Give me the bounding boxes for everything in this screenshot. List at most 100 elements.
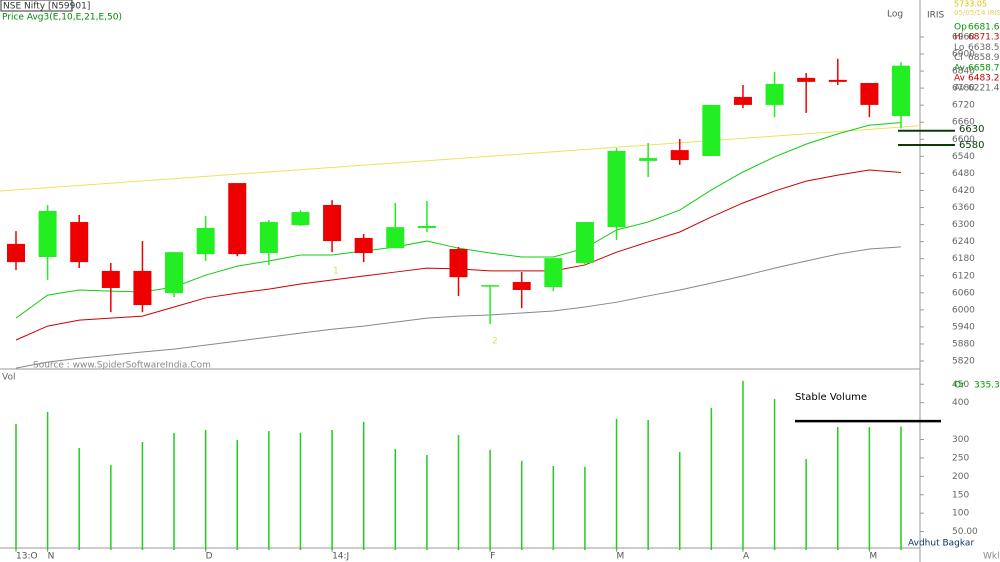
- y-tick-label: 6420: [952, 186, 975, 196]
- candle-body: [417, 226, 436, 228]
- symbol-box: [0, 0, 73, 12]
- y-tick-label: 5940: [952, 322, 975, 332]
- info-label: Cl: [954, 53, 963, 63]
- top-value: 05/05/14 IRIS: [954, 9, 1000, 17]
- candle-body: [7, 243, 25, 263]
- period: Wkl: [983, 552, 1000, 562]
- author: Avdhut Bagkar: [908, 539, 974, 549]
- info-label: Op: [954, 23, 967, 33]
- last-label: Or: [954, 381, 965, 391]
- y-tick-label: 6300: [952, 220, 975, 230]
- volume-bar: [362, 421, 365, 550]
- y-tick-label: 300: [952, 435, 969, 445]
- scale-label: Log: [887, 10, 903, 20]
- candle-body: [575, 222, 594, 263]
- volume-bar: [46, 411, 49, 550]
- y-tick-label: 6900: [952, 50, 975, 60]
- info-value: 6858.90: [968, 53, 1000, 63]
- candle-body: [733, 96, 752, 105]
- y-tick-label: 6540: [952, 152, 975, 162]
- x-tick-label: M: [869, 552, 877, 562]
- trendline: [0, 125, 921, 192]
- wave-label: 1: [333, 267, 339, 277]
- y-tick-label: 200: [952, 472, 969, 482]
- annotation: Stable Volume: [795, 392, 867, 403]
- volume-bar: [110, 464, 112, 550]
- y-tick-label: 5820: [952, 357, 975, 367]
- volume-bar: [647, 419, 649, 550]
- volume-bar: [394, 449, 397, 550]
- volume-bar: [268, 431, 270, 550]
- x-tick-label: 13:O: [16, 552, 38, 562]
- volume-bar: [331, 429, 333, 550]
- info-label: Av: [954, 84, 966, 94]
- candle-body: [828, 79, 847, 82]
- info-label: Hi: [954, 33, 963, 43]
- volume-bar: [773, 398, 776, 550]
- y-tick-label: 6360: [952, 203, 975, 213]
- candle-body: [860, 83, 879, 105]
- y-tick-label: 250: [952, 453, 969, 463]
- symbol: NSE Nifty [N59901]: [3, 2, 90, 12]
- candle-body: [892, 65, 910, 117]
- candle-body: [544, 258, 563, 288]
- top-value: 5733.05: [954, 0, 987, 9]
- x-tick-label: 14:J: [332, 552, 349, 562]
- y-tick-label: 6120: [952, 271, 975, 281]
- info-value: 6638.55: [968, 43, 1000, 53]
- volume-bar: [78, 447, 80, 550]
- y-tick-label: 6840: [952, 67, 975, 77]
- candle-body: [765, 83, 784, 105]
- candle-body: [38, 210, 57, 257]
- candle-body: [196, 227, 215, 255]
- candle-body: [133, 270, 152, 306]
- x-tick-label: M: [617, 552, 625, 562]
- candle-body: [323, 204, 342, 242]
- candle-body: [702, 104, 721, 157]
- volume-bar: [426, 454, 428, 550]
- y-tick-label: 5880: [952, 339, 975, 349]
- last-value: 335.37: [974, 381, 1000, 391]
- y-tick-label: 6060: [952, 288, 975, 298]
- volume-bar: [141, 442, 144, 550]
- source: Source : www.SpiderSoftwareIndia.Com: [33, 361, 211, 371]
- volume-bar: [868, 426, 871, 550]
- moving-average: [15, 246, 902, 369]
- x-tick-label: D: [206, 552, 213, 562]
- volume-bar: [15, 424, 17, 550]
- volume-bar: [204, 429, 207, 550]
- mode-label: IRIS: [927, 11, 945, 21]
- candle-body: [481, 285, 500, 287]
- volume-bar: [489, 449, 491, 550]
- level-label: 6580: [959, 140, 984, 151]
- x-tick-label: F: [490, 552, 495, 562]
- y-tick-label: 150: [952, 490, 969, 500]
- candle-body: [101, 270, 120, 288]
- y-tick-label: 6960: [952, 32, 975, 42]
- level-label: 6630: [959, 124, 984, 135]
- y-tick-label: 450: [952, 380, 969, 390]
- volume-bar: [837, 426, 839, 550]
- volume-bar: [805, 459, 807, 550]
- volume-bar: [236, 439, 238, 550]
- candle-body: [386, 227, 405, 249]
- volume-bar: [299, 432, 302, 550]
- y-tick-label: 50.00: [952, 527, 978, 537]
- candle-body: [259, 222, 278, 254]
- x-tick-label: A: [743, 552, 750, 562]
- y-tick-label: 100: [952, 509, 969, 519]
- info-label: Av: [954, 63, 966, 73]
- y-tick-label: 400: [952, 398, 969, 408]
- candle-body: [607, 150, 626, 228]
- y-tick-label: 6720: [952, 101, 975, 111]
- info-value: 6681.65: [968, 23, 1000, 33]
- volume-bar: [710, 407, 713, 550]
- volume-bar: [615, 418, 618, 550]
- volume-bar: [457, 435, 460, 550]
- info-value: 6658.77: [968, 63, 1000, 73]
- candle-body: [639, 158, 658, 161]
- panel-title: Vol: [2, 373, 15, 383]
- y-tick-label: 6180: [952, 254, 975, 264]
